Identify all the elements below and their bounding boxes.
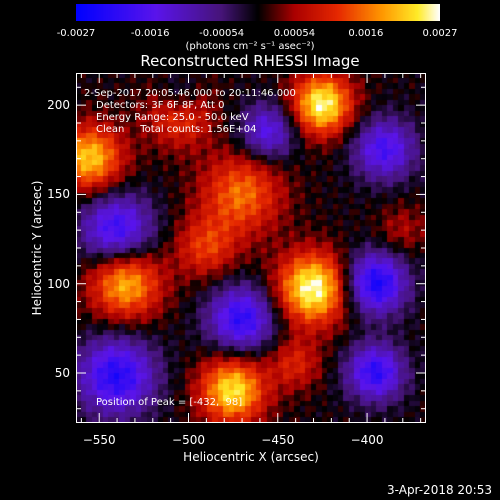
y-tick-label: 150	[47, 187, 70, 202]
x-axis-label: Heliocentric X (arcsec)	[183, 450, 319, 464]
y-axis-label: Heliocentric Y (arcsec)	[30, 180, 44, 316]
colorbar-tick-label: 0.00054	[273, 28, 316, 39]
y-tick-label: 200	[47, 98, 70, 113]
colorbar-gradient	[76, 4, 440, 21]
image-plot-area: 2-Sep-2017 20:05:46.000 to 20:11:46.000 …	[76, 73, 426, 423]
annotation-energy: Energy Range: 25.0 - 50.0 keV	[96, 112, 249, 123]
axes-frame	[76, 73, 426, 423]
annotation-detectors: Detectors: 3F 6F 8F, Att 0	[96, 100, 225, 111]
x-tick-label: −500	[172, 433, 205, 447]
colorbar-tick-label: -0.0027	[56, 28, 96, 39]
colorbar-tick-label: 0.0027	[422, 28, 458, 39]
x-tick-label: −450	[261, 433, 295, 447]
colorbar	[76, 4, 440, 21]
chart-title: Reconstructed RHESSI Image	[140, 52, 360, 70]
colorbar-tick-label: -0.00054	[199, 28, 245, 39]
x-tick-label: −550	[82, 433, 116, 447]
x-tick-label: −400	[350, 433, 384, 447]
annotation-time: 2-Sep-2017 20:05:46.000 to 20:11:46.000	[84, 88, 296, 99]
y-tick-label: 50	[54, 366, 70, 380]
colorbar-tick-label: -0.0016	[130, 28, 170, 39]
annotation-method: Clean Total counts: 1.56E+04	[96, 124, 257, 135]
colorbar-units: (photons cm⁻² s⁻¹ asec⁻²)	[185, 41, 315, 52]
y-tick-label: 100	[47, 276, 70, 291]
heatmap-image	[76, 73, 426, 423]
footer-date: 3-Apr-2018 20:53	[387, 483, 492, 497]
colorbar-tick-label: 0.0016	[348, 28, 384, 39]
annotation-peak: Position of Peak = [-432, 98]	[96, 397, 243, 408]
